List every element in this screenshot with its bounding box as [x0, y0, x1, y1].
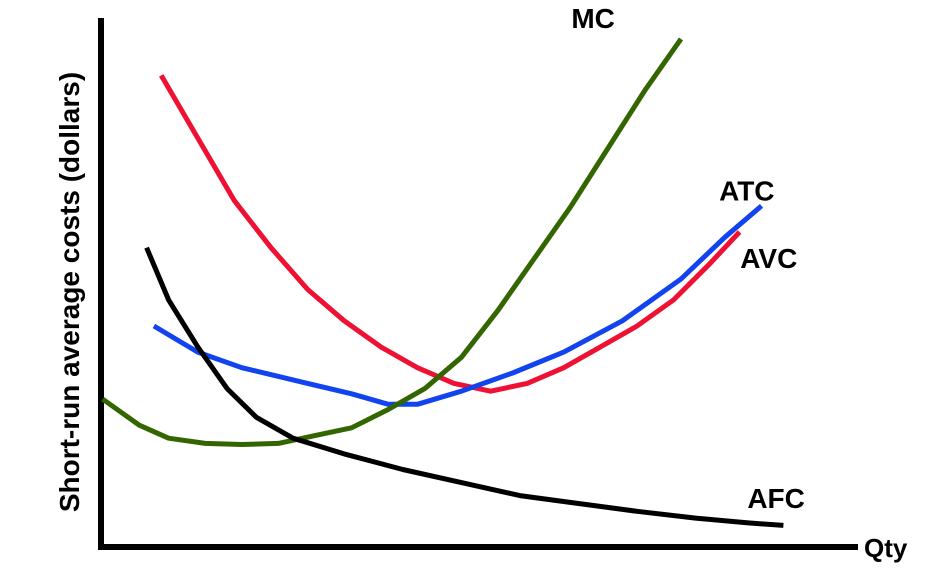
afc-curve [144, 246, 784, 528]
mc-label: MC [571, 3, 615, 34]
x-axis: Qty [98, 533, 908, 563]
mc-curve [101, 37, 684, 447]
atc-label: ATC [719, 175, 774, 206]
avc-curve [152, 204, 764, 407]
series-layer: ATC AVC MC AFC [101, 3, 805, 528]
y-axis-label: Short-run average costs (dollars) [54, 72, 85, 512]
series-atc: ATC [159, 74, 775, 394]
series-afc: AFC [144, 246, 805, 528]
x-axis-label: Qty [864, 533, 908, 563]
atc-curve [159, 74, 742, 394]
series-avc: AVC [152, 204, 797, 407]
avc-label: AVC [740, 243, 797, 274]
series-mc: MC [101, 3, 684, 447]
afc-label: AFC [747, 483, 805, 514]
